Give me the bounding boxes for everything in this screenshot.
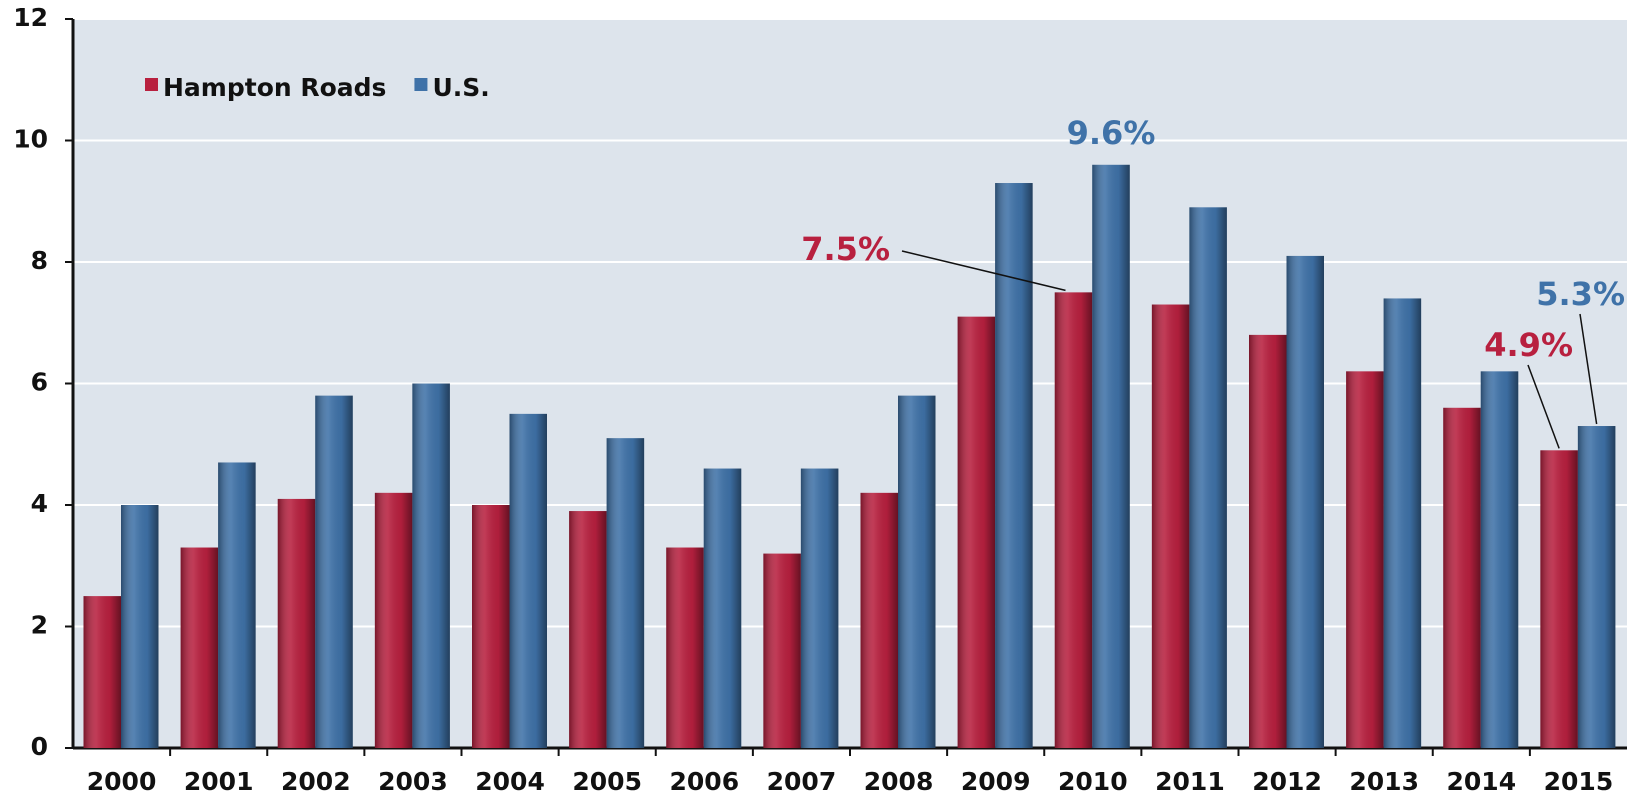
x-tick-label: 2000 <box>87 767 157 796</box>
leader-line <box>1527 364 1560 449</box>
x-tick-label: 2001 <box>184 767 254 796</box>
x-tick-label: 2013 <box>1349 767 1419 796</box>
legend-label: U.S. <box>432 73 489 102</box>
bar-shade <box>1480 371 1519 748</box>
bar-shade <box>1189 207 1227 748</box>
x-tick-label: 2008 <box>864 767 934 796</box>
bar-shade <box>121 505 159 748</box>
x-tick-label: 2010 <box>1058 767 1128 796</box>
bar-shade <box>180 547 219 748</box>
x-tick-label: 2009 <box>961 767 1031 796</box>
y-tick-label: 10 <box>13 125 48 154</box>
bar-shade <box>1286 255 1324 749</box>
bar-shade <box>218 462 256 748</box>
x-tick-label: 2003 <box>378 767 448 796</box>
bar-shade <box>374 492 413 748</box>
bar-shade <box>1383 298 1422 748</box>
data-label: 7.5% <box>801 230 890 268</box>
x-tick-label: 2012 <box>1252 767 1322 796</box>
bar-shade <box>412 383 450 748</box>
x-tick-label: 2005 <box>572 767 642 796</box>
bar-shade <box>763 553 801 748</box>
bar-shade <box>83 596 121 748</box>
x-tick-label: 2004 <box>475 767 545 796</box>
y-tick-label: 8 <box>31 246 48 275</box>
bar-shade <box>1054 292 1093 748</box>
bar-shade <box>1577 426 1616 748</box>
legend-label: Hampton Roads <box>163 73 386 102</box>
data-label: 9.6% <box>1067 114 1156 152</box>
data-label: 5.3% <box>1536 275 1625 313</box>
bar-shade <box>1151 304 1190 748</box>
leader-line <box>901 250 1066 292</box>
bar-shade <box>569 511 607 748</box>
y-tick-label: 2 <box>31 611 48 640</box>
legend-swatch <box>414 78 428 91</box>
y-tick-label: 0 <box>31 732 48 761</box>
bar-shade <box>703 468 742 748</box>
x-tick-label: 2006 <box>670 767 740 796</box>
bar-shade <box>1443 407 1481 748</box>
bar-shade <box>1540 450 1578 748</box>
bar-shade <box>509 413 547 748</box>
y-tick-label: 6 <box>31 368 48 397</box>
bar-shade <box>860 492 898 748</box>
x-tick-label: 2002 <box>281 767 351 796</box>
bar-shade <box>1092 164 1130 749</box>
bar-shade <box>995 183 1033 748</box>
bar-shade <box>606 438 645 748</box>
bar-shade <box>666 547 704 748</box>
x-tick-label: 2014 <box>1447 767 1517 796</box>
bar-shade <box>957 316 996 748</box>
bar-shade <box>800 468 839 748</box>
bar-shade <box>315 395 353 748</box>
legend-swatch <box>145 78 158 91</box>
bar-shade <box>277 498 316 748</box>
bar-shade <box>1346 371 1384 748</box>
x-tick-label: 2015 <box>1544 767 1614 796</box>
data-label: 4.9% <box>1484 326 1573 364</box>
leader-line <box>1579 313 1598 425</box>
y-tick-label: 12 <box>13 3 48 32</box>
bar-shade <box>1249 334 1287 748</box>
x-tick-label: 2007 <box>767 767 837 796</box>
bar-shade <box>898 395 936 748</box>
y-tick-label: 4 <box>31 489 48 518</box>
x-tick-label: 2011 <box>1155 767 1225 796</box>
bar-shade <box>472 505 510 748</box>
